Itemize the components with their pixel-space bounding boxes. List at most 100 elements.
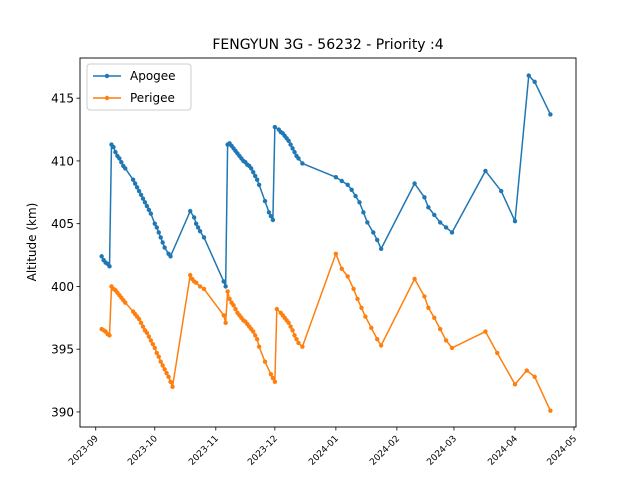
apogee-point [361, 210, 366, 215]
apogee-point [249, 166, 254, 171]
apogee-point [162, 245, 167, 250]
perigee-point [512, 382, 518, 387]
perigee-point [168, 379, 173, 385]
apogee-point [437, 220, 443, 225]
apogee-point [191, 215, 197, 220]
apogee-point [526, 73, 531, 78]
apogee-point [132, 181, 138, 186]
apogee-point [111, 144, 116, 150]
perigee-point [270, 375, 276, 381]
perigee-point [378, 343, 384, 348]
apogee-point [443, 225, 449, 230]
apogee-point [188, 208, 193, 214]
perigee-point [140, 324, 146, 329]
perigee-point [359, 305, 364, 310]
perigee-point [548, 408, 553, 413]
apogee-point [333, 175, 339, 180]
apogee-point [136, 188, 142, 194]
apogee-point [168, 254, 173, 259]
perigee-point [268, 372, 274, 377]
apogee-point [272, 124, 278, 130]
y-tick-label: 405 [51, 217, 74, 231]
perigee-point [146, 334, 152, 339]
legend: Apogee Perigee [86, 63, 192, 111]
perigee-point [422, 294, 427, 299]
perigee-point [201, 286, 207, 292]
perigee-point [123, 300, 128, 305]
apogee-point [412, 181, 417, 186]
perigee-point [188, 272, 193, 278]
perigee-point [274, 306, 280, 312]
perigee-point [345, 274, 350, 279]
perigee-point [166, 374, 171, 379]
apogee-point [357, 200, 362, 205]
apogee-point [160, 240, 165, 245]
apogee-point [371, 230, 376, 235]
apogee-point [154, 225, 159, 230]
apogee-point [296, 156, 301, 161]
apogee-point [266, 210, 272, 215]
perigee-point [532, 374, 537, 379]
perigee-point [426, 305, 431, 310]
apogee-point [195, 225, 201, 230]
apogee-point [134, 185, 140, 190]
perigee-point [412, 276, 417, 282]
perigee-point [227, 296, 232, 302]
apogee-point [144, 203, 150, 209]
perigee-point [524, 368, 529, 373]
apogee-point [113, 149, 118, 155]
perigee-point [432, 315, 437, 321]
apogee-point [262, 198, 268, 204]
perigee-point [351, 286, 356, 292]
legend-marker-perigee [104, 95, 110, 101]
perigee-point [233, 306, 238, 312]
perigee-point [162, 367, 167, 372]
apogee-point [422, 195, 427, 200]
perigee-point [290, 328, 295, 333]
apogee-point [148, 211, 154, 216]
perigee-point [483, 329, 488, 334]
legend-item-perigee: Perigee [93, 91, 175, 105]
apogee-point [251, 170, 256, 175]
chart-title: FENGYUN 3G - 56232 - Priority :4 [212, 37, 443, 53]
apogee-point [201, 235, 207, 240]
apogee-point [268, 213, 274, 219]
perigee-point [262, 359, 268, 364]
apogee-point [156, 230, 161, 235]
apogee-point [270, 217, 276, 223]
apogee-point [512, 218, 518, 224]
perigee-point [164, 370, 169, 376]
perigee-point [449, 345, 455, 351]
y-axis-label: Altitude (km) [25, 203, 39, 282]
perigee-point [252, 333, 258, 338]
perigee-point [148, 338, 154, 343]
apogee-point [532, 79, 537, 85]
perigee-point [363, 314, 368, 319]
perigee-point [339, 266, 344, 272]
perigee-point [333, 251, 339, 256]
perigee-point [369, 325, 374, 331]
legend-item-apogee: Apogee [93, 69, 176, 83]
apogee-point [483, 168, 488, 174]
apogee-point [107, 264, 112, 269]
apogee-point [286, 138, 291, 144]
apogee-point [499, 188, 504, 194]
apogee-point [152, 221, 157, 226]
apogee-point [292, 149, 297, 155]
perigee-point [197, 284, 203, 289]
apogee-point [254, 177, 260, 182]
perigee-point [256, 344, 262, 349]
series-layer [99, 73, 553, 413]
apogee-point [378, 246, 384, 251]
perigee-point [294, 336, 299, 342]
perigee-point [254, 336, 260, 342]
apogee-point [99, 254, 104, 259]
apogee-point [223, 284, 228, 289]
apogee-point [193, 221, 199, 226]
apogee-point [197, 229, 203, 234]
legend-label-apogee: Apogee [130, 69, 176, 83]
perigee-point [154, 350, 159, 356]
perigee-point [193, 280, 199, 285]
apogee-point [146, 207, 152, 213]
